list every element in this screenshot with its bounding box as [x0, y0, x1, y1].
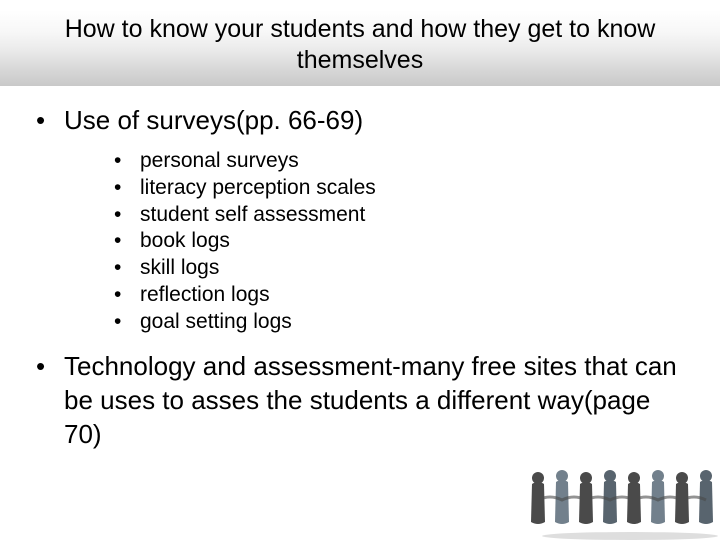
bullet-marker: •	[36, 350, 64, 384]
bullet-lvl1: • Use of surveys(pp. 66-69)	[36, 104, 684, 138]
sub-list: • personal surveys • literacy perception…	[114, 148, 684, 336]
bullet-lvl2: • literacy perception scales	[114, 175, 684, 202]
bullet-lvl2: • student self assessment	[114, 202, 684, 229]
bullet-text: personal surveys	[140, 148, 299, 175]
bullet-marker: •	[114, 255, 140, 282]
bullet-lvl2: • skill logs	[114, 255, 684, 282]
people-silhouette-icon	[520, 470, 720, 540]
bullet-text: skill logs	[140, 255, 219, 282]
bullet-text: reflection logs	[140, 282, 270, 309]
bullet-text: Use of surveys(pp. 66-69)	[64, 104, 363, 138]
bullet-lvl2: • reflection logs	[114, 282, 684, 309]
slide-title: How to know your students and how they g…	[0, 14, 720, 77]
bullet-text: student self assessment	[140, 202, 365, 229]
bullet-text: book logs	[140, 228, 230, 255]
bullet-marker: •	[114, 282, 140, 309]
bullet-marker: •	[114, 175, 140, 202]
bullet-marker: •	[114, 228, 140, 255]
bullet-marker: •	[114, 309, 140, 336]
bullet-text: Technology and assessment-many free site…	[64, 350, 684, 451]
bullet-lvl2: • personal surveys	[114, 148, 684, 175]
bullet-text: goal setting logs	[140, 309, 292, 336]
bullet-lvl1: • Technology and assessment-many free si…	[36, 350, 684, 451]
bullet-lvl2: • goal setting logs	[114, 309, 684, 336]
bullet-marker: •	[36, 104, 64, 138]
bullet-text: literacy perception scales	[140, 175, 376, 202]
bullet-lvl2: • book logs	[114, 228, 684, 255]
bullet-marker: •	[114, 202, 140, 229]
slide: How to know your students and how they g…	[0, 0, 720, 540]
bullet-marker: •	[114, 148, 140, 175]
slide-body: • Use of surveys(pp. 66-69) • personal s…	[36, 104, 684, 461]
